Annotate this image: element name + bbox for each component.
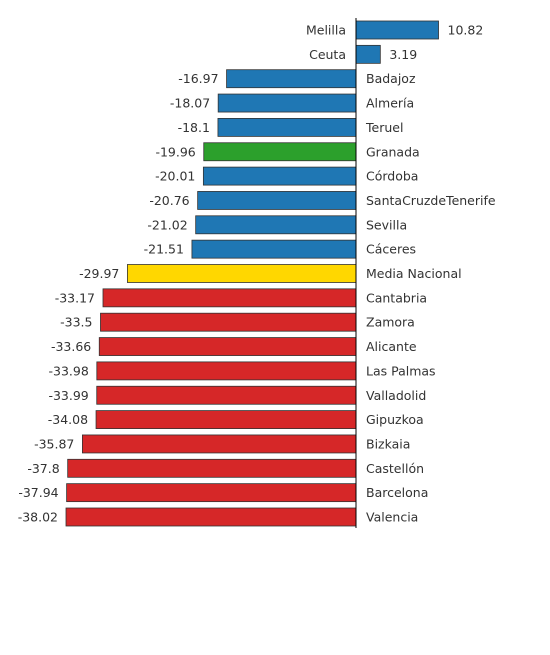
category-label-melilla: Melilla [306,23,346,38]
bar-media-nacional [127,264,357,283]
value-label-cordoba: -20.01 [155,169,195,184]
value-label-granada: -19.96 [155,144,195,159]
category-label-las-palmas: Las Palmas [366,363,436,378]
category-label-cordoba: Córdoba [366,169,418,184]
value-label-castellon: -37.8 [27,461,59,476]
category-label-valladolid: Valladolid [366,388,426,403]
bar-badajoz [226,69,357,89]
category-label-granada: Granada [366,144,420,159]
category-label-barcelona: Barcelona [366,485,428,500]
bar-ceuta [355,44,381,64]
value-label-almeria: -18.07 [170,96,210,111]
value-label-valladolid: -33.99 [48,388,88,403]
bar-cordoba [202,166,357,186]
value-label-ceuta: 3.19 [389,47,417,62]
value-label-las-palmas: -33.98 [49,363,89,378]
bar-castellon [67,458,357,478]
bars-layer [65,20,439,527]
value-label-teruel: -18.1 [178,120,210,135]
value-label-zamora: -33.5 [60,315,92,330]
value-label-gipuzkoa: -34.08 [48,412,88,427]
bar-zamora [100,312,357,332]
category-label-teruel: Teruel [365,120,403,135]
value-label-caceres: -21.51 [144,242,184,257]
bar-cantabria [102,288,357,308]
category-label-alicante: Alicante [366,339,417,354]
bar-barcelona [66,483,357,503]
value-label-cantabria: -33.17 [55,290,95,305]
bar-valencia [65,507,357,527]
category-label-bizkaia: Bizkaia [366,436,410,451]
bar-valladolid [96,385,357,405]
category-label-badajoz: Badajoz [366,71,416,86]
labels-layer: Melilla 10.82 Ceuta 3.19 Badajoz -16.97 Almerí… [18,23,496,525]
value-label-melilla: 10.82 [448,23,484,38]
bar-alicante [98,337,357,356]
bar-almeria [217,93,357,113]
category-label-caceres: Cáceres [366,242,416,257]
bar-gipuzkoa [95,410,357,430]
bar-santacruzdetenerife [197,191,357,210]
bar-melilla [355,20,439,40]
bar-caceres [191,239,357,259]
bar-sevilla [195,215,357,235]
bar-teruel [217,118,357,137]
category-label-castellon: Castellón [366,461,424,476]
value-label-barcelona: -37.94 [18,485,58,500]
category-label-zamora: Zamora [366,315,415,330]
category-label-sevilla: Sevilla [366,217,407,232]
category-label-media-nacional: Media Nacional [366,266,462,281]
value-label-alicante: -33.66 [51,339,91,354]
bar-granada [203,142,357,162]
category-label-almeria: Almería [366,96,414,111]
category-label-gipuzkoa: Gipuzkoa [366,412,424,427]
value-label-bizkaia: -35.87 [34,436,74,451]
value-label-santacruzdetenerife: -20.76 [149,193,189,208]
category-label-cantabria: Cantabria [366,290,427,305]
category-label-ceuta: Ceuta [309,47,346,62]
bar-bizkaia [82,434,357,454]
category-label-valencia: Valencia [366,510,418,525]
value-label-media-nacional: -29.97 [79,266,119,281]
value-label-sevilla: -21.02 [147,217,187,232]
value-label-badajoz: -16.97 [178,71,218,86]
category-label-santacruzdetenerife: SantaCruzdeTenerife [366,193,496,208]
bar-las-palmas [96,361,357,381]
value-label-valencia: -38.02 [18,510,58,525]
